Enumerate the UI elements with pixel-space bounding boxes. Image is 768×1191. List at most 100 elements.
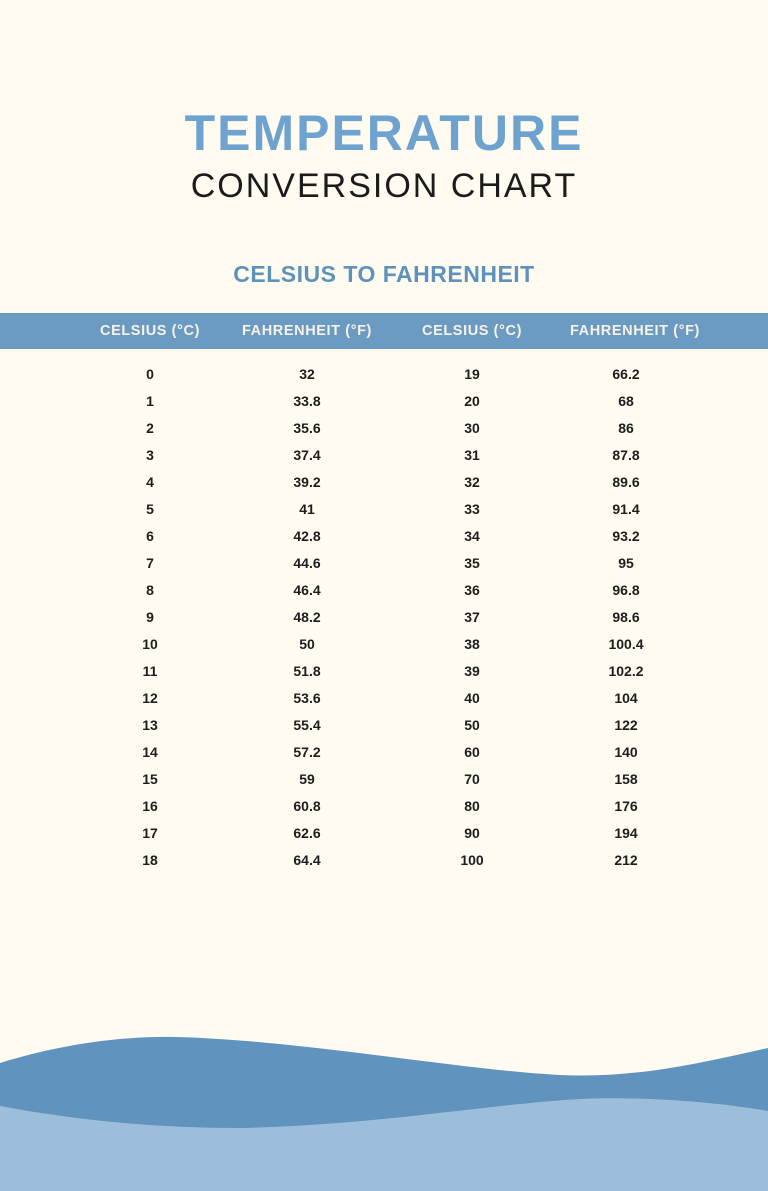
table-cell: 36 — [464, 581, 480, 598]
table-cell: 35 — [464, 554, 480, 571]
table-cell: 38 — [464, 635, 480, 652]
table-cell: 19 — [464, 365, 480, 382]
table-cell: 0 — [146, 365, 154, 382]
table-cell: 96.8 — [612, 581, 640, 598]
table-row: 3 37.4 31 87.8 — [0, 441, 768, 468]
table-row: 16 60.8 80 176 — [0, 792, 768, 819]
table-cell: 48.2 — [293, 608, 321, 625]
table-cell: 122 — [614, 716, 638, 733]
table-cell: 32 — [299, 365, 315, 382]
table-cell: 64.4 — [293, 851, 321, 868]
table-cell: 7 — [146, 554, 154, 571]
table-cell: 46.4 — [293, 581, 321, 598]
table-body: 0 32 19 66.2 1 33.8 20 68 2 35.6 30 86 3 37.4 31 87.8 4 3… — [0, 360, 768, 873]
table-cell: 20 — [464, 392, 480, 409]
table-row: 10 50 38 100.4 — [0, 630, 768, 657]
table-cell: 11 — [142, 662, 158, 679]
table-cell: 50 — [464, 716, 480, 733]
table-cell: 8 — [146, 581, 154, 598]
table-cell: 80 — [464, 797, 480, 814]
table-row: 2 35.6 30 86 — [0, 414, 768, 441]
table-cell: 100 — [460, 851, 484, 868]
table-cell: 33 — [464, 500, 480, 517]
table-row: 8 46.4 36 96.8 — [0, 576, 768, 603]
table-cell: 10 — [142, 635, 158, 652]
table-cell: 60 — [464, 743, 480, 760]
table-cell: 30 — [464, 419, 480, 436]
column-header-celsius-1: CELSIUS (°C) — [100, 323, 200, 339]
table-cell: 15 — [142, 770, 158, 787]
column-header-fahrenheit-1: FAHRENHEIT (°F) — [242, 323, 372, 339]
table-cell: 35.6 — [293, 419, 321, 436]
table-cell: 89.6 — [612, 473, 640, 490]
table-cell: 176 — [614, 797, 638, 814]
table-row: 15 59 70 158 — [0, 765, 768, 792]
table-cell: 31 — [464, 446, 480, 463]
table-cell: 33.8 — [293, 392, 321, 409]
table-cell: 18 — [142, 851, 158, 868]
table-cell: 68 — [618, 392, 634, 409]
table-cell: 41 — [299, 500, 315, 517]
table-row: 11 51.8 39 102.2 — [0, 657, 768, 684]
table-cell: 13 — [142, 716, 158, 733]
table-cell: 66.2 — [612, 365, 640, 382]
table-cell: 17 — [142, 824, 158, 841]
table-row: 13 55.4 50 122 — [0, 711, 768, 738]
table-cell: 50 — [299, 635, 315, 652]
table-cell: 70 — [464, 770, 480, 787]
table-cell: 3 — [146, 446, 154, 463]
table-cell: 57.2 — [293, 743, 321, 760]
table-cell: 53.6 — [293, 689, 321, 706]
table-cell: 93.2 — [612, 527, 640, 544]
wave-footer-decoration — [0, 1036, 768, 1191]
table-cell: 37.4 — [293, 446, 321, 463]
document-page: TEMPERATURE CONVERSION CHART CELSIUS TO … — [0, 108, 768, 1191]
table-cell: 55.4 — [293, 716, 321, 733]
table-cell: 34 — [464, 527, 480, 544]
table-cell: 37 — [464, 608, 480, 625]
table-cell: 102.2 — [608, 662, 644, 679]
table-cell: 42.8 — [293, 527, 321, 544]
table-cell: 59 — [299, 770, 315, 787]
table-cell: 32 — [464, 473, 480, 490]
table-cell: 100.4 — [608, 635, 644, 652]
table-row: 14 57.2 60 140 — [0, 738, 768, 765]
table-cell: 14 — [142, 743, 158, 760]
table-row: 6 42.8 34 93.2 — [0, 522, 768, 549]
table-cell: 98.6 — [612, 608, 640, 625]
table-row: 4 39.2 32 89.6 — [0, 468, 768, 495]
page-subtitle: CONVERSION CHART — [190, 167, 578, 205]
table-cell: 4 — [146, 473, 154, 490]
table-cell: 51.8 — [293, 662, 321, 679]
table-cell: 62.6 — [293, 824, 321, 841]
table-cell: 16 — [142, 797, 158, 814]
table-cell: 9 — [146, 608, 154, 625]
table-row: 5 41 33 91.4 — [0, 495, 768, 522]
table-cell: 87.8 — [612, 446, 640, 463]
table-row: 9 48.2 37 98.6 — [0, 603, 768, 630]
table-row: 7 44.6 35 95 — [0, 549, 768, 576]
table-cell: 60.8 — [293, 797, 321, 814]
table-cell: 6 — [146, 527, 154, 544]
page-title: TEMPERATURE — [184, 105, 584, 161]
table-cell: 44.6 — [293, 554, 321, 571]
table-cell: 1 — [146, 392, 154, 409]
column-header-celsius-2: CELSIUS (°C) — [422, 323, 522, 339]
table-cell: 91.4 — [612, 500, 640, 517]
table-row: 17 62.6 90 194 — [0, 819, 768, 846]
table-cell: 39.2 — [293, 473, 321, 490]
table-row: 0 32 19 66.2 — [0, 360, 768, 387]
table-cell: 95 — [618, 554, 634, 571]
column-header-fahrenheit-2: FAHRENHEIT (°F) — [570, 323, 700, 339]
table-cell: 12 — [142, 689, 158, 706]
table-header-bar: CELSIUS (°C) FAHRENHEIT (°F) CELSIUS (°C… — [0, 313, 768, 349]
table-cell: 39 — [464, 662, 480, 679]
table-cell: 86 — [618, 419, 634, 436]
table-cell: 2 — [146, 419, 154, 436]
table-cell: 212 — [614, 851, 638, 868]
table-cell: 194 — [614, 824, 638, 841]
table-cell: 104 — [614, 689, 638, 706]
section-heading: CELSIUS TO FAHRENHEIT — [233, 261, 535, 287]
table-cell: 40 — [464, 689, 480, 706]
table-cell: 5 — [146, 500, 154, 517]
